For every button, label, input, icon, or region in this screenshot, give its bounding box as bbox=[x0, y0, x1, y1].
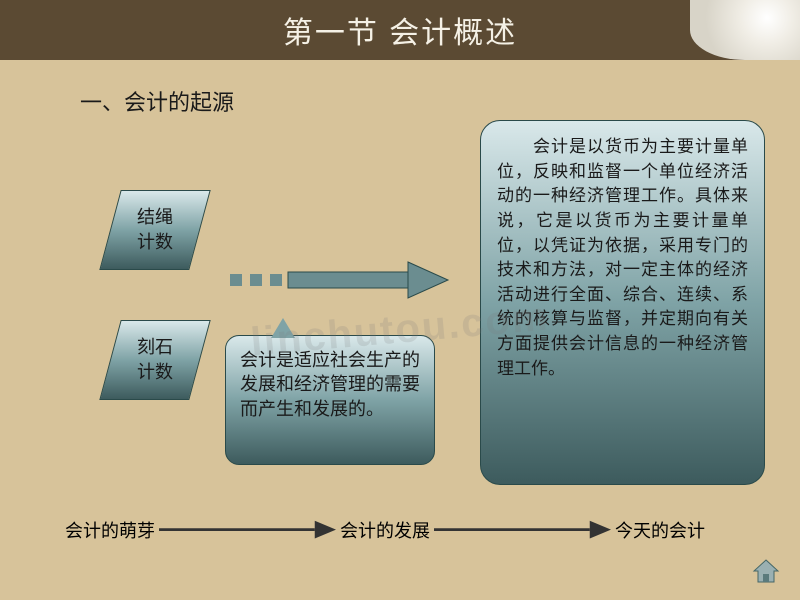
timeline-arrow-icon bbox=[434, 519, 611, 540]
corner-decoration bbox=[690, 0, 800, 60]
bigbox-text: 会计是以货币为主要计量单位，反映和监督一个单位经济活动的一种经济管理工作。具体来… bbox=[497, 137, 748, 378]
timeline-label: 今天的会计 bbox=[615, 517, 705, 543]
callout-definition: 会计是适应社会生产的发展和经济管理的需要而产生和发展的。 bbox=[225, 335, 435, 465]
parallelogram-knot-counting: 结绳计数 bbox=[99, 190, 210, 270]
callout-text: 会计是适应社会生产的发展和经济管理的需要而产生和发展的。 bbox=[240, 350, 420, 419]
dashed-arrow bbox=[230, 260, 450, 300]
timeline-arrow-icon bbox=[159, 519, 336, 540]
parallelogram-text: 结绳计数 bbox=[137, 205, 173, 255]
slide-content: 一、会计的起源 结绳计数 刻石计数 会计是适应社会生产的发展和经济管理的需要而产… bbox=[0, 60, 800, 600]
timeline: 会计的萌芽 会计的发展 今天的会计 bbox=[65, 515, 705, 545]
timeline-label: 会计的萌芽 bbox=[65, 517, 155, 543]
home-icon[interactable] bbox=[752, 557, 780, 585]
parallelogram-stone-counting: 刻石计数 bbox=[99, 320, 210, 400]
slide-title: 第一节 会计概述 bbox=[283, 8, 517, 52]
timeline-label: 会计的发展 bbox=[340, 517, 430, 543]
main-definition-box: 会计是以货币为主要计量单位，反映和监督一个单位经济活动的一种经济管理工作。具体来… bbox=[480, 120, 765, 485]
section-subtitle: 一、会计的起源 bbox=[80, 85, 760, 117]
slide-header: 第一节 会计概述 bbox=[0, 0, 800, 60]
parallelogram-text: 刻石计数 bbox=[137, 335, 173, 385]
